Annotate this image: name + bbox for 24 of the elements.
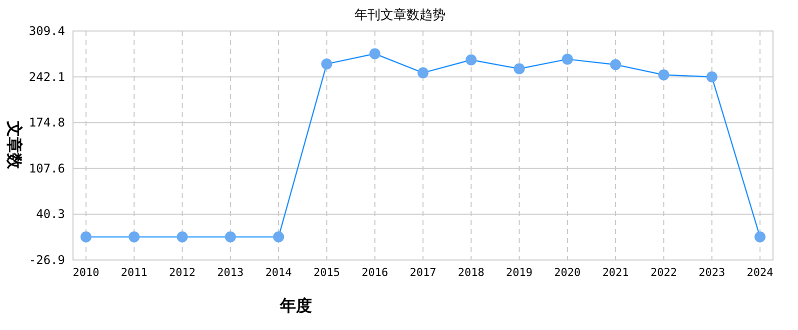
x-tick-label: 2017 [410,266,436,279]
x-tick-label: 2015 [313,266,340,279]
y-axis-title: 文章数 [5,120,24,170]
x-tick-label: 2011 [120,266,148,279]
x-tick-label: 2018 [458,266,484,279]
y-tick-label: -26.9 [28,253,65,267]
y-tick-label: 309.4 [28,24,65,38]
x-tick-label: 2022 [650,266,677,279]
x-tick-label: 2019 [506,266,533,279]
chart-title: 年刊文章数趋势 [354,8,446,23]
x-axis-title: 年度 [279,296,312,315]
x-tick-label: 2023 [698,266,726,279]
x-tick-label: 2024 [746,266,774,279]
y-tick-label: 40.3 [36,207,65,222]
y-tick-label: 174.8 [28,116,65,130]
x-tick-label: 2014 [265,266,292,279]
y-tick-label: 242.1 [28,70,65,84]
y-tick-label: 107.6 [28,161,65,176]
x-tick-label: 2013 [217,266,244,279]
x-tick-label: 2016 [362,266,388,279]
x-tick-label: 2021 [602,266,629,279]
x-tick-label: 2010 [72,266,100,279]
x-tick-label: 2012 [169,266,196,279]
x-tick-label: 2020 [554,266,581,279]
